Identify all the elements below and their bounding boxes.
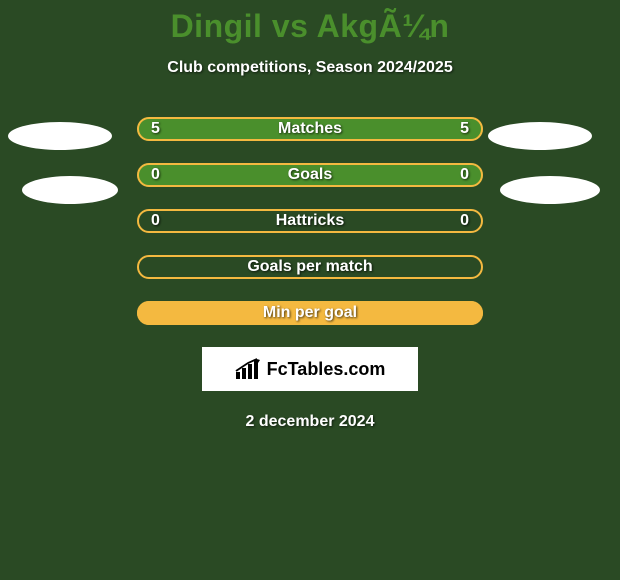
stat-label: Hattricks [276,212,344,230]
decorative-ellipse [488,122,592,150]
stat-row: Min per goal [137,301,483,325]
logo-box: FcTables.com [202,347,418,391]
stat-row: Goals per match [137,255,483,279]
stat-label: Min per goal [263,304,357,322]
stat-left-value: 5 [151,120,160,138]
stat-row: 0 Goals 0 [137,163,483,187]
stat-right-value: 0 [460,166,469,184]
stat-label: Goals [288,166,332,184]
logo-text: FcTables.com [267,359,386,380]
stat-label: Matches [278,120,342,138]
stat-label: Goals per match [247,258,372,276]
stat-left-value: 0 [151,166,160,184]
stat-row: 5 Matches 5 [137,117,483,141]
stat-row: 0 Hattricks 0 [137,209,483,233]
date-label: 2 december 2024 [0,413,620,431]
stat-left-value: 0 [151,212,160,230]
stat-right-value: 5 [460,120,469,138]
stat-right-value: 0 [460,212,469,230]
decorative-ellipse [22,176,118,204]
subtitle: Club competitions, Season 2024/2025 [0,59,620,77]
chart-icon [235,358,261,380]
decorative-ellipse [8,122,112,150]
decorative-ellipse [500,176,600,204]
page-title: Dingil vs AkgÃ¼n [0,0,620,45]
